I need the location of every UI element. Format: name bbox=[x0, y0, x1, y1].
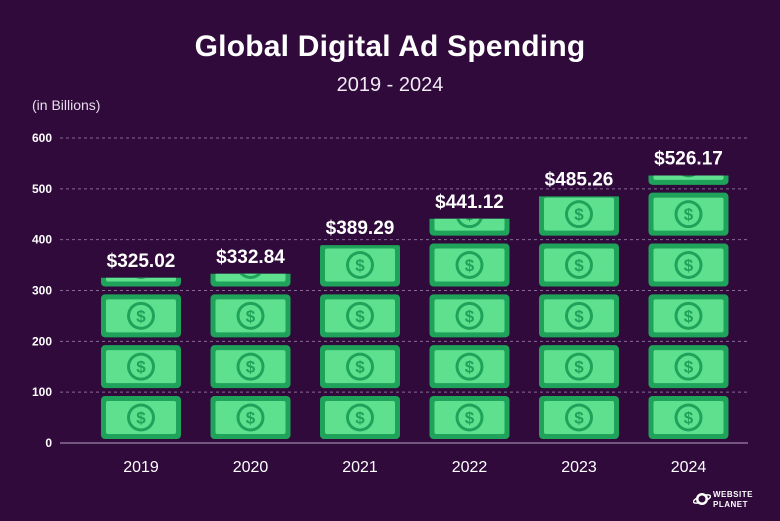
dollar-bill-icon: $ bbox=[101, 396, 181, 439]
svg-text:$: $ bbox=[136, 358, 146, 377]
dollar-bill-icon: $ bbox=[648, 243, 729, 287]
dollar-bill-icon: $ bbox=[320, 245, 400, 287]
svg-text:$: $ bbox=[574, 358, 584, 377]
svg-text:$: $ bbox=[465, 409, 475, 428]
dollar-bill-icon: $ bbox=[210, 256, 291, 287]
dollar-bill-icon: $ bbox=[429, 396, 510, 439]
x-tick-label: 2019 bbox=[123, 459, 159, 476]
svg-text:$: $ bbox=[465, 307, 475, 326]
dollar-bill-icon: $ bbox=[429, 243, 510, 287]
svg-text:$: $ bbox=[465, 205, 475, 224]
y-tick-label: 300 bbox=[32, 284, 52, 298]
y-tick-label: 100 bbox=[32, 385, 52, 399]
svg-text:$: $ bbox=[574, 307, 584, 326]
bar: $ $ $ $ bbox=[101, 277, 181, 439]
svg-text:$: $ bbox=[246, 409, 256, 428]
svg-text:$: $ bbox=[355, 256, 365, 275]
data-label: $441.12 bbox=[435, 192, 504, 213]
x-tick-label: 2020 bbox=[233, 459, 269, 476]
x-tick-labels: 2019 2020 2021 2022 2023 2024 bbox=[123, 459, 706, 476]
data-label: $389.29 bbox=[326, 218, 395, 239]
y-tick-label: 400 bbox=[32, 233, 52, 247]
data-label: $325.02 bbox=[107, 251, 176, 272]
dollar-bill-icon: $ bbox=[101, 294, 181, 338]
x-tick-label: 2024 bbox=[671, 459, 707, 476]
dollar-bill-icon: $ bbox=[539, 345, 619, 389]
dollar-bill-icon: $ bbox=[101, 277, 181, 287]
x-tick-label: 2023 bbox=[561, 459, 597, 476]
dollar-bill-icon: $ bbox=[210, 396, 291, 439]
dollar-bill-icon: $ bbox=[648, 192, 729, 236]
dollar-bill-icon: $ bbox=[648, 294, 729, 338]
data-label: $526.17 bbox=[654, 149, 723, 170]
svg-text:$: $ bbox=[246, 256, 256, 275]
svg-text:$: $ bbox=[684, 307, 694, 326]
svg-text:$: $ bbox=[574, 205, 584, 224]
svg-text:$: $ bbox=[136, 409, 146, 428]
dollar-bill-icon: $ bbox=[320, 294, 400, 338]
dollar-bill-icon: $ bbox=[429, 205, 510, 236]
bar: $ $ $ $ $ $ bbox=[648, 175, 729, 439]
dollar-bill-icon: $ bbox=[210, 294, 291, 338]
svg-text:$: $ bbox=[136, 307, 146, 326]
svg-text:$: $ bbox=[684, 409, 694, 428]
dollar-bill-icon: $ bbox=[210, 345, 291, 389]
chart-subtitle: 2019 - 2024 bbox=[336, 74, 444, 96]
x-tick-label: 2022 bbox=[452, 459, 488, 476]
svg-text:$: $ bbox=[355, 307, 365, 326]
chart-title: Global Digital Ad Spending bbox=[194, 30, 586, 63]
bar: $ $ $ $ bbox=[210, 256, 291, 439]
dollar-bill-icon: $ bbox=[539, 396, 619, 439]
svg-text:$: $ bbox=[684, 256, 694, 275]
y-axis-unit-label: (in Billions) bbox=[32, 97, 101, 113]
brand-line-2: PLANET bbox=[713, 500, 748, 509]
dollar-bill-icon: $ bbox=[320, 345, 400, 389]
grid-lines bbox=[60, 137, 748, 444]
dollar-bill-icon: $ bbox=[101, 345, 181, 389]
svg-text:$: $ bbox=[465, 358, 475, 377]
planet-icon bbox=[692, 493, 712, 505]
data-label: $485.26 bbox=[545, 169, 614, 190]
value-labels: $325.02 $332.84 $389.29 $441.12 $485.26 $526.… bbox=[107, 149, 723, 272]
svg-text:$: $ bbox=[684, 205, 694, 224]
x-tick-label: 2021 bbox=[342, 459, 378, 476]
dollar-bill-icon: $ bbox=[648, 175, 729, 185]
svg-text:$: $ bbox=[355, 409, 365, 428]
dollar-bill-icon: $ bbox=[429, 345, 510, 389]
y-tick-labels: 0 100 200 300 400 500 600 bbox=[32, 131, 52, 450]
dollar-bill-icon: $ bbox=[429, 294, 510, 338]
dollar-bill-icon: $ bbox=[648, 396, 729, 439]
y-tick-label: 500 bbox=[32, 182, 52, 196]
bars: $ $ $ $ $ $ $ $ $ $ $ $ $ $ $ $ $ $ $ $ $ $ $ $ $ $ $ $ bbox=[101, 175, 729, 439]
svg-text:$: $ bbox=[684, 358, 694, 377]
y-tick-label: 0 bbox=[45, 436, 52, 450]
svg-text:$: $ bbox=[355, 358, 365, 377]
svg-text:$: $ bbox=[465, 256, 475, 275]
y-tick-label: 200 bbox=[32, 334, 52, 348]
svg-text:$: $ bbox=[574, 409, 584, 428]
bar: $ $ $ $ $ bbox=[539, 196, 619, 439]
svg-text:$: $ bbox=[246, 307, 256, 326]
y-tick-label: 600 bbox=[32, 131, 52, 145]
dollar-bill-icon: $ bbox=[539, 196, 619, 236]
dollar-bill-icon: $ bbox=[539, 243, 619, 287]
dollar-bill-icon: $ bbox=[648, 345, 729, 389]
bar: $ $ $ $ bbox=[320, 245, 400, 439]
bar: $ $ $ $ $ bbox=[429, 205, 510, 439]
website-planet-logo: WEBSITE PLANET bbox=[692, 488, 773, 514]
svg-text:$: $ bbox=[246, 358, 256, 377]
data-label: $332.84 bbox=[216, 247, 285, 268]
dollar-bill-icon: $ bbox=[539, 294, 619, 338]
brand-line-1: WEBSITE bbox=[713, 490, 753, 499]
svg-text:$: $ bbox=[574, 256, 584, 275]
dollar-bill-icon: $ bbox=[320, 396, 400, 439]
